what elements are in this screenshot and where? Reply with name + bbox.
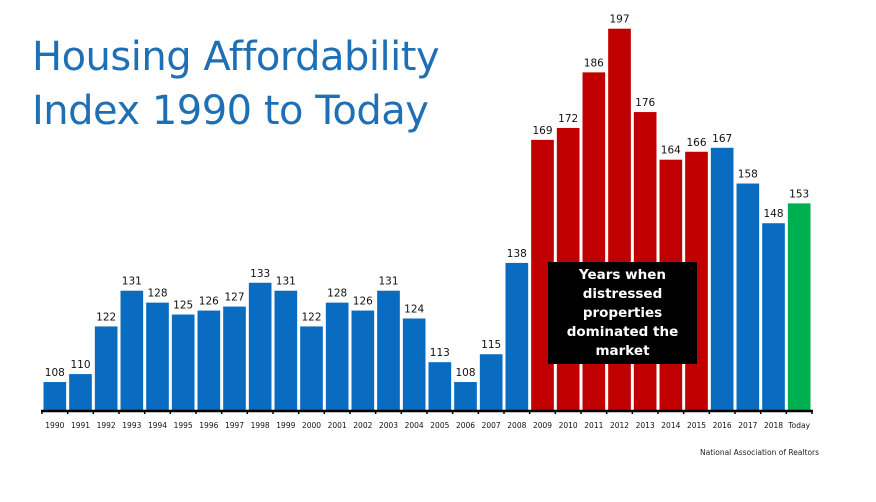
x-tick-label-2006: 2006: [456, 421, 475, 430]
x-tick-label-2003: 2003: [379, 421, 398, 430]
value-label-2005: 113: [430, 347, 450, 359]
value-label-2017: 158: [738, 169, 758, 181]
x-tick-label-1994: 1994: [148, 421, 167, 430]
bar-2005: [428, 362, 452, 411]
bar-2018: [762, 223, 785, 411]
value-label-1992: 122: [96, 311, 116, 323]
bar-1994: [146, 302, 169, 411]
x-tick-label-2017: 2017: [738, 421, 757, 430]
value-label-1990: 108: [45, 367, 65, 379]
value-label-1993: 131: [122, 276, 142, 288]
chart-title: Housing Affordability Index 1990 to Toda…: [32, 30, 440, 138]
x-tick-label-1997: 1997: [225, 421, 244, 430]
x-tick-label-1991: 1991: [71, 421, 90, 430]
x-tick-label-1992: 1992: [97, 421, 116, 430]
value-label-1996: 126: [199, 296, 219, 308]
x-tick-marks-group: [41, 411, 813, 414]
bar-2001: [325, 302, 349, 411]
bar-2003: [377, 290, 400, 411]
value-label-2007: 115: [481, 339, 501, 351]
x-tick-label-2014: 2014: [661, 421, 680, 430]
x-tick-label-2013: 2013: [636, 421, 655, 430]
value-label-2012: 197: [609, 14, 629, 26]
bar-2006: [454, 382, 477, 411]
x-tick-label-2000: 2000: [302, 421, 321, 430]
distressed-years-callout: Years when distressed properties dominat…: [548, 262, 697, 364]
value-label-2014: 164: [661, 145, 681, 157]
bar-2017: [736, 183, 760, 411]
x-tick-label-1990: 1990: [45, 421, 64, 430]
x-tick-label-2018: 2018: [764, 421, 783, 430]
x-tick-label-2012: 2012: [610, 421, 629, 430]
x-tick-label-2011: 2011: [584, 421, 603, 430]
bar-2007: [479, 354, 503, 411]
value-label-2018: 148: [763, 208, 783, 220]
bar-1997: [223, 306, 246, 411]
bar-2016: [710, 147, 734, 411]
value-label-2002: 126: [353, 296, 373, 308]
x-tick-label-2010: 2010: [559, 421, 578, 430]
value-label-2016: 167: [712, 133, 732, 145]
x-tick-label-1993: 1993: [122, 421, 141, 430]
x-tick-labels-group: 1990 1991 1992 1993 1994 1995 1996 1997 1998 1999…: [45, 421, 810, 430]
value-label-Today: 153: [789, 188, 809, 200]
x-tick-label-2009: 2009: [533, 421, 552, 430]
x-tick-label-2016: 2016: [713, 421, 732, 430]
bar-1998: [248, 282, 272, 411]
x-tick-label-2008: 2008: [507, 421, 526, 430]
bar-2002: [351, 310, 375, 411]
x-tick-label-2005: 2005: [430, 421, 449, 430]
title-line-2: Index 1990 to Today: [32, 88, 429, 134]
bar-2008: [505, 262, 529, 411]
value-label-1995: 125: [173, 300, 193, 312]
x-tick-label-Today: Today: [787, 421, 810, 430]
value-label-2010: 172: [558, 113, 578, 125]
x-tick-label-2007: 2007: [482, 421, 501, 430]
value-label-2015: 166: [686, 137, 706, 149]
value-label-1997: 127: [224, 292, 244, 304]
bar-1995: [171, 314, 195, 411]
x-tick-label-1999: 1999: [276, 421, 295, 430]
value-label-2008: 138: [507, 248, 527, 260]
value-label-2000: 122: [301, 311, 321, 323]
bar-1992: [94, 326, 118, 411]
value-label-2001: 128: [327, 288, 347, 300]
value-label-2004: 124: [404, 303, 424, 315]
bar-Today: [787, 203, 811, 411]
bar-1999: [274, 290, 298, 411]
source-credit: National Association of Realtors: [700, 448, 820, 457]
x-tick-label-1996: 1996: [199, 421, 218, 430]
bar-1996: [197, 310, 221, 411]
bar-1993: [120, 290, 144, 411]
value-label-1994: 128: [147, 288, 167, 300]
x-tick-label-2001: 2001: [328, 421, 347, 430]
x-tick-label-2015: 2015: [687, 421, 706, 430]
value-label-1999: 131: [276, 276, 296, 288]
value-label-2003: 131: [378, 276, 398, 288]
value-label-2011: 186: [584, 57, 604, 69]
value-label-2006: 108: [455, 367, 475, 379]
x-tick-label-1995: 1995: [174, 421, 193, 430]
x-tick-label-2004: 2004: [405, 421, 424, 430]
bar-2004: [402, 318, 426, 411]
value-label-2013: 176: [635, 97, 655, 109]
bar-1991: [69, 374, 92, 411]
value-label-1998: 133: [250, 268, 270, 280]
title-line-1: Housing Affordability: [32, 34, 440, 80]
value-labels-group: 108 110 122 131 128 125 126 127 133 131 122 128 126 1…: [45, 14, 809, 379]
value-label-2009: 169: [532, 125, 552, 137]
x-tick-label-2002: 2002: [353, 421, 372, 430]
x-tick-label-1998: 1998: [251, 421, 270, 430]
value-label-1991: 110: [70, 359, 90, 371]
bar-1990: [43, 382, 67, 411]
bar-2000: [300, 326, 323, 411]
